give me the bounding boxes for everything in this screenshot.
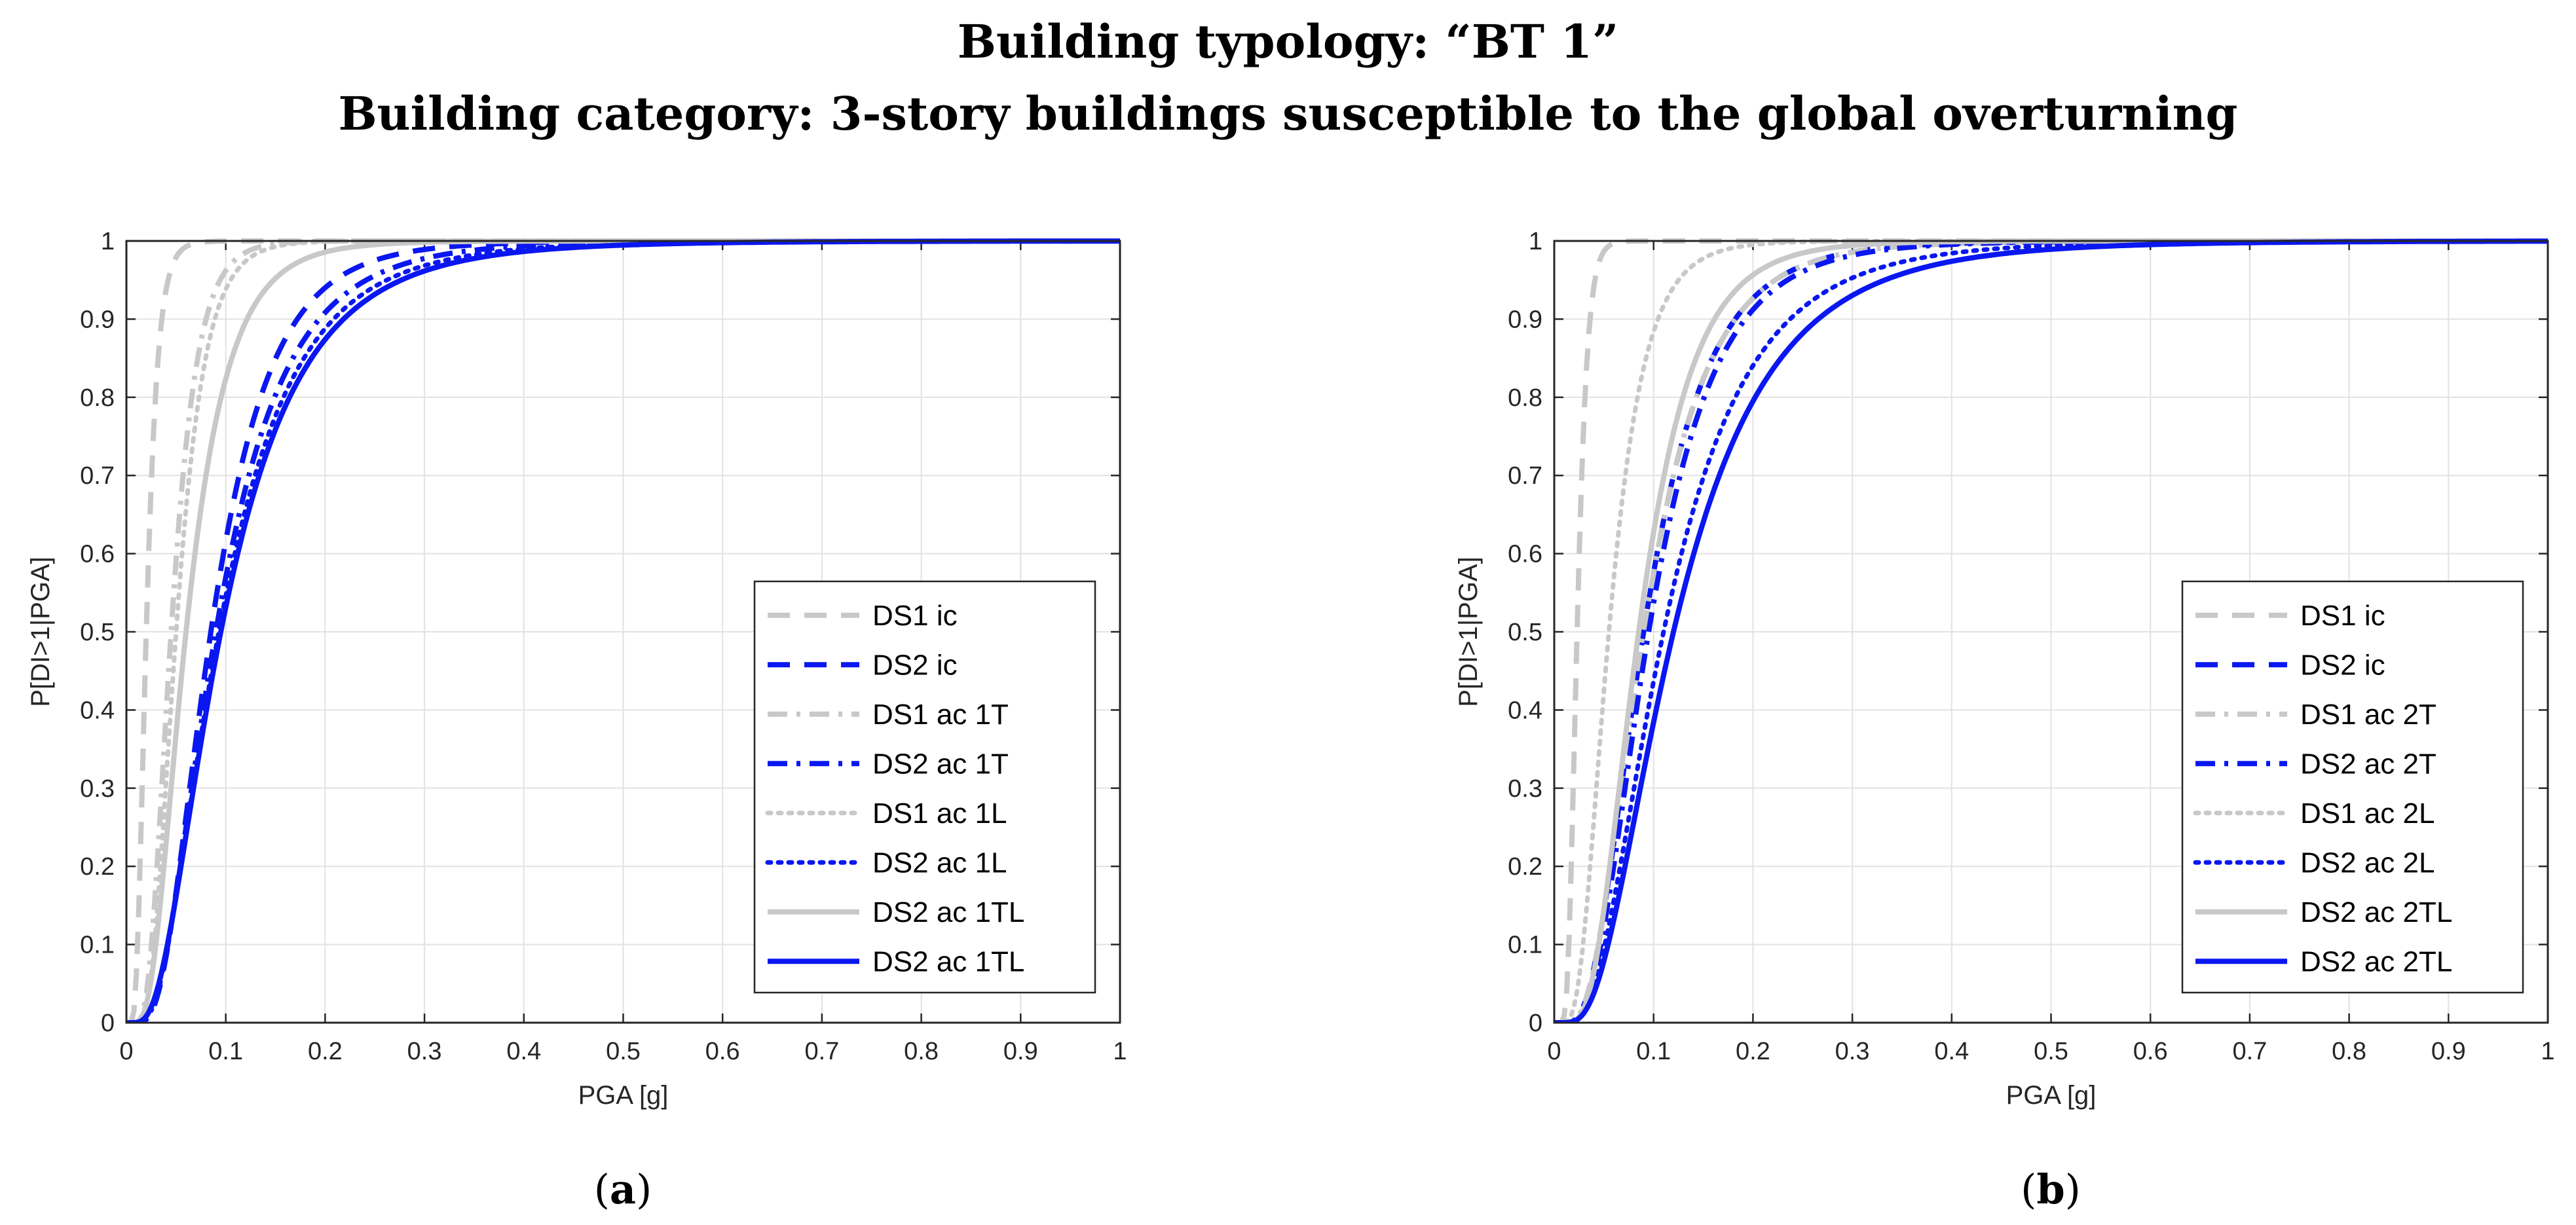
x-axis-label: PGA [g] bbox=[2006, 1081, 2097, 1110]
x-tick-label: 0.5 bbox=[606, 1038, 641, 1065]
panel-label-letter: b bbox=[2036, 1165, 2064, 1213]
figure-title-line-1: Building typology: “BT 1” bbox=[957, 14, 1619, 69]
chart-panel-a: 0 0.1 0.2 0.3 0.4 0.5 0.6 0.7 0.8 0.9 1 0 0.1 0.2 0.3 0… bbox=[26, 228, 1127, 1213]
legend-entry-label: DS2 ac 1TL bbox=[872, 945, 1024, 978]
series-line-4 bbox=[1554, 238, 2548, 1023]
x-tick-label: 0.3 bbox=[1835, 1038, 1870, 1065]
legend-entry-label: DS1 ic bbox=[872, 600, 958, 632]
x-tick-label: 0.5 bbox=[2034, 1038, 2068, 1065]
y-tick-label: 0.9 bbox=[80, 306, 115, 333]
legend-box bbox=[753, 580, 1096, 994]
x-tick-label: 0.6 bbox=[705, 1038, 740, 1065]
y-tick-label: 0.3 bbox=[1508, 775, 1542, 803]
panel-label-close-paren: ) bbox=[636, 1165, 652, 1213]
x-tick-label: 0.2 bbox=[308, 1038, 343, 1065]
x-tick-label: 0.8 bbox=[904, 1038, 939, 1065]
y-tick-label: 0.5 bbox=[1508, 619, 1542, 646]
y-tick-label: 0.1 bbox=[80, 932, 115, 959]
legend-entry-label: DS1 ac 2T bbox=[2300, 699, 2436, 731]
legend-entry-label: DS2 ac 1T bbox=[872, 748, 1009, 780]
legend-entry-label: DS2 ac 2TL bbox=[2300, 945, 2452, 978]
y-tick-label: 0.7 bbox=[80, 462, 115, 490]
panel-label-open-paren: ( bbox=[2021, 1165, 2036, 1213]
legend-entry-label: DS1 ac 1T bbox=[872, 699, 1009, 731]
y-axis-label: P[DI>1|PGA] bbox=[1454, 557, 1483, 706]
y-tick-label: 0.4 bbox=[1508, 697, 1542, 724]
x-tick-label: 0 bbox=[119, 1038, 133, 1065]
y-tick-label: 0.1 bbox=[1508, 932, 1542, 959]
x-tick-label: 0.7 bbox=[2232, 1038, 2267, 1065]
x-tick-label: 0.1 bbox=[208, 1038, 243, 1065]
legend-entry-label: DS2 ac 1TL bbox=[872, 896, 1024, 928]
x-tick-label: 0.2 bbox=[1736, 1038, 1770, 1065]
legend-entry-label: DS2 ac 2TL bbox=[2300, 896, 2452, 928]
legend-entry-label: DS2 ac 2L bbox=[2300, 847, 2435, 879]
panel-label-letter: a bbox=[610, 1165, 636, 1213]
x-tick-label: 0.1 bbox=[1636, 1038, 1671, 1065]
x-tick-label: 0.4 bbox=[1934, 1038, 1969, 1065]
legend-entry-label: DS2 ic bbox=[872, 649, 958, 681]
y-tick-label: 0 bbox=[101, 1010, 115, 1037]
x-axis-label: PGA [g] bbox=[578, 1081, 669, 1110]
figure-title-line-2: Building category: 3-story buildings sus… bbox=[338, 86, 2238, 141]
y-tick-label: 0.6 bbox=[1508, 541, 1542, 568]
x-tick-label: 0.4 bbox=[506, 1038, 541, 1065]
legend-entry-label: DS1 ac 1L bbox=[872, 797, 1007, 830]
y-tick-label: 0 bbox=[1529, 1010, 1542, 1037]
panel-label: (a) bbox=[594, 1165, 652, 1213]
panel-label-open-paren: ( bbox=[594, 1165, 610, 1213]
x-tick-label: 1 bbox=[1113, 1038, 1127, 1065]
axes-box bbox=[1553, 240, 2549, 1024]
y-tick-label: 1 bbox=[1529, 228, 1542, 255]
panel-label: (b) bbox=[2021, 1165, 2081, 1213]
axes-box bbox=[125, 240, 1121, 1024]
x-tick-label: 0.9 bbox=[2431, 1038, 2466, 1065]
y-tick-label: 0.4 bbox=[80, 697, 115, 724]
x-tick-label: 1 bbox=[2541, 1038, 2554, 1065]
x-tick-label: 0.8 bbox=[2332, 1038, 2366, 1065]
y-axis-label: P[DI>1|PGA] bbox=[26, 557, 55, 706]
x-tick-label: 0.7 bbox=[804, 1038, 839, 1065]
y-tick-label: 0.2 bbox=[80, 853, 115, 881]
y-tick-label: 0.8 bbox=[1508, 384, 1542, 412]
y-tick-label: 0.3 bbox=[80, 775, 115, 803]
y-tick-label: 0.8 bbox=[80, 384, 115, 412]
panel-label-close-paren: ) bbox=[2065, 1165, 2081, 1213]
y-tick-label: 0.6 bbox=[80, 541, 115, 568]
legend-entry-label: DS2 ac 2T bbox=[2300, 748, 2436, 780]
legend-entry-label: DS2 ic bbox=[2300, 649, 2385, 681]
x-tick-label: 0 bbox=[1547, 1038, 1561, 1065]
legend-entry-label: DS1 ac 2L bbox=[2300, 797, 2435, 830]
legend-box bbox=[2181, 580, 2524, 994]
legend-entry-label: DS2 ac 1L bbox=[872, 847, 1007, 879]
y-tick-label: 0.9 bbox=[1508, 306, 1542, 333]
x-tick-label: 0.6 bbox=[2133, 1038, 2168, 1065]
chart-panel-b: 0 0.1 0.2 0.3 0.4 0.5 0.6 0.7 0.8 0.9 1 0 0.1 0.2 0.3 0… bbox=[1454, 228, 2555, 1213]
y-tick-label: 0.7 bbox=[1508, 462, 1542, 490]
x-tick-label: 0.9 bbox=[1003, 1038, 1038, 1065]
x-tick-label: 0.3 bbox=[407, 1038, 442, 1065]
y-tick-label: 1 bbox=[101, 228, 115, 255]
legend-entry-label: DS1 ic bbox=[2300, 600, 2385, 632]
y-tick-label: 0.5 bbox=[80, 619, 115, 646]
y-tick-label: 0.2 bbox=[1508, 853, 1542, 881]
